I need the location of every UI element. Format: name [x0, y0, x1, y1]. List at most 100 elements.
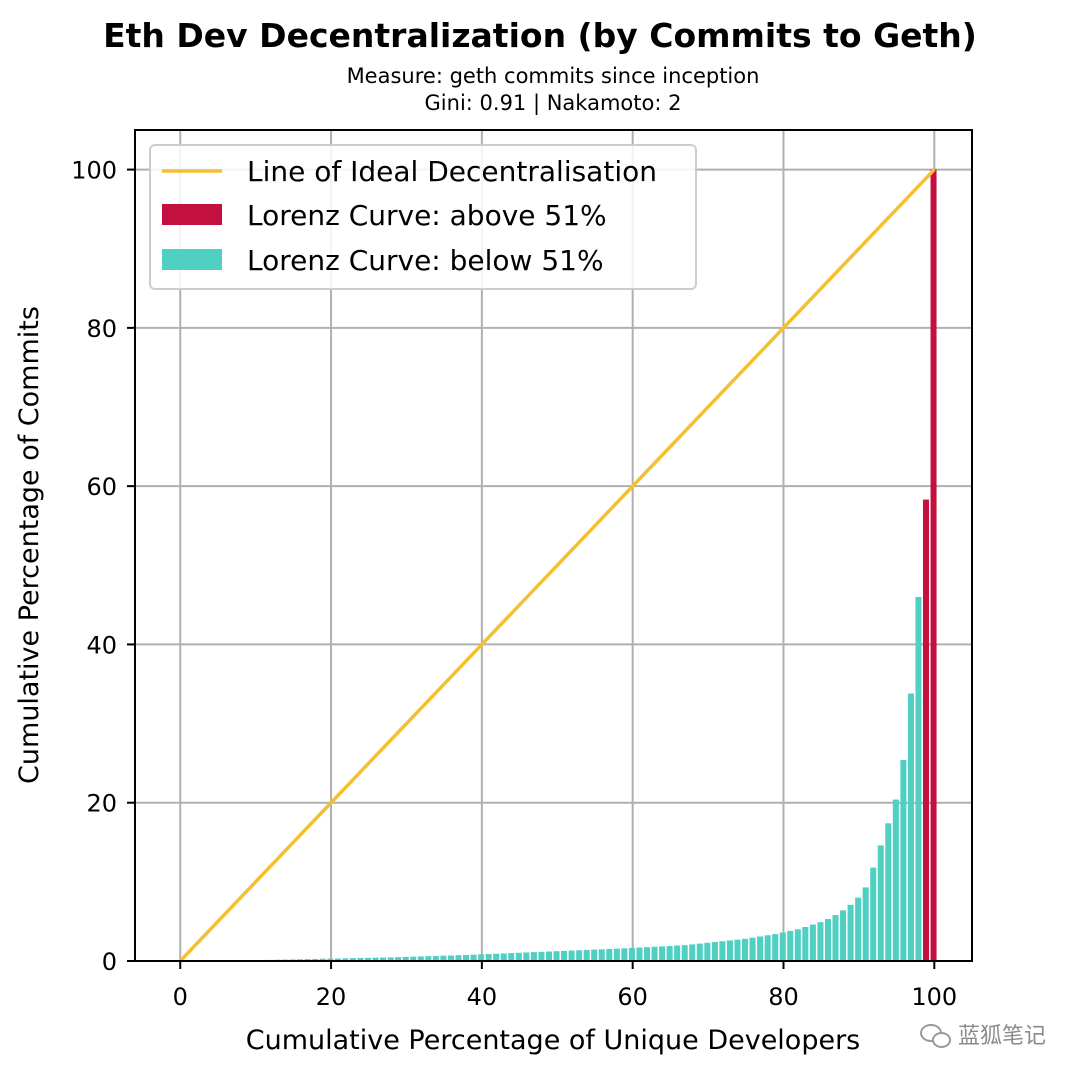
bar-below-51	[643, 947, 651, 961]
bar-below-51	[892, 799, 899, 961]
bar-below-51	[862, 887, 869, 961]
bar-above-51	[922, 499, 930, 961]
bar-below-51	[809, 924, 816, 961]
bar-below-51	[485, 954, 492, 961]
bar-below-51	[749, 937, 756, 961]
bar-below-51	[380, 957, 387, 961]
bar-below-51	[372, 957, 379, 961]
y-tick-label: 0	[102, 948, 117, 976]
bar-below-51	[319, 958, 326, 961]
bar-below-51	[440, 955, 447, 961]
bar-below-51	[463, 954, 470, 961]
bar-below-51	[877, 845, 884, 961]
bar-below-51	[349, 958, 356, 961]
bar-below-51	[598, 949, 605, 961]
y-tick-label: 60	[86, 473, 117, 501]
bar-below-51	[417, 956, 424, 961]
bar-below-51	[764, 935, 771, 961]
bars-group	[244, 169, 937, 961]
bar-below-51	[802, 926, 809, 961]
chart-subtitle-line-1: Measure: geth commits since inception	[347, 64, 760, 88]
x-tick-label: 0	[173, 983, 188, 1011]
x-tick-label: 100	[911, 983, 957, 1011]
ideal-decentralisation-line	[178, 168, 936, 963]
legend-label-ideal-line: Line of Ideal Decentralisation	[247, 155, 657, 188]
bar-below-51	[772, 934, 779, 961]
y-axis-ticks: 0 20 40 60 80 100	[71, 157, 135, 976]
bar-below-51	[455, 955, 462, 961]
bar-below-51	[364, 957, 372, 961]
bar-below-51	[432, 955, 439, 961]
bar-below-51	[583, 949, 590, 961]
bar-below-51	[711, 942, 718, 961]
bar-below-51	[870, 867, 877, 961]
bar-below-51	[885, 823, 892, 961]
y-tick-label: 80	[86, 315, 117, 343]
bar-below-51	[915, 596, 922, 961]
watermark-text: 蓝狐笔记	[957, 1024, 1046, 1049]
bar-below-51	[726, 940, 733, 961]
bar-below-51	[696, 943, 703, 961]
x-tick-label: 80	[768, 983, 799, 1011]
bar-below-51	[794, 929, 801, 961]
bar-below-51	[591, 949, 598, 961]
legend-box	[149, 144, 697, 290]
x-tick-label: 60	[617, 983, 648, 1011]
bar-below-51	[689, 944, 696, 961]
y-axis-label: Cumulative Percentage of Commits	[14, 306, 45, 784]
bar-below-51	[613, 948, 620, 961]
bar-below-51	[621, 948, 628, 961]
watermark: 蓝狐笔记	[919, 1018, 1046, 1050]
ideal-line-group	[178, 168, 936, 963]
bar-below-51	[334, 958, 341, 961]
bar-above-51	[930, 169, 937, 961]
x-tick-label: 20	[316, 983, 347, 1011]
bar-below-51	[312, 958, 319, 961]
bar-below-51	[538, 951, 545, 961]
legend: Line of Ideal Decentralisation Lorenz Cu…	[149, 144, 697, 290]
bar-below-51	[855, 897, 862, 961]
bar-below-51	[395, 957, 402, 961]
chart-title: Eth Dev Decentralization (by Commits to …	[103, 16, 977, 55]
bar-below-51	[561, 950, 568, 961]
bar-below-51	[576, 950, 583, 961]
bar-below-51	[907, 693, 914, 961]
y-tick-label: 20	[86, 790, 117, 818]
bar-below-51	[824, 919, 831, 961]
bar-below-51	[387, 957, 394, 961]
bar-below-51	[734, 939, 741, 961]
bar-below-51	[447, 955, 454, 961]
bar-below-51	[410, 956, 417, 961]
bar-below-51	[742, 938, 749, 961]
bar-below-51	[470, 954, 477, 961]
bar-below-51	[787, 930, 794, 961]
bar-below-51	[545, 951, 552, 961]
bar-below-51	[666, 945, 673, 961]
legend-label-above-51: Lorenz Curve: above 51%	[247, 199, 607, 232]
bar-below-51	[493, 953, 500, 961]
bar-below-51	[757, 936, 764, 961]
plot-frame	[134, 129, 973, 962]
bar-below-51	[568, 950, 575, 961]
y-tick-label: 100	[71, 157, 117, 185]
x-axis-ticks: 0 20 40 60 80 100	[173, 961, 957, 1011]
legend-swatch-below-51	[162, 249, 222, 270]
bar-below-51	[515, 952, 522, 961]
bar-below-51	[840, 910, 847, 961]
bar-below-51	[832, 915, 839, 961]
bar-below-51	[606, 948, 613, 961]
legend-swatch-above-51	[162, 204, 222, 225]
bar-below-51	[719, 941, 726, 961]
bar-below-51	[779, 932, 786, 961]
bar-below-51	[357, 957, 364, 961]
bar-below-51	[508, 953, 515, 961]
legend-label-below-51: Lorenz Curve: below 51%	[247, 244, 604, 277]
chart-subtitle-line-2: Gini: 0.91 | Nakamoto: 2	[425, 91, 682, 116]
bar-below-51	[704, 942, 711, 961]
bar-below-51	[628, 947, 635, 961]
bar-below-51	[523, 952, 530, 961]
y-tick-label: 40	[86, 631, 117, 659]
bar-below-51	[342, 958, 349, 961]
x-axis-label: Cumulative Percentage of Unique Develope…	[246, 1025, 861, 1056]
